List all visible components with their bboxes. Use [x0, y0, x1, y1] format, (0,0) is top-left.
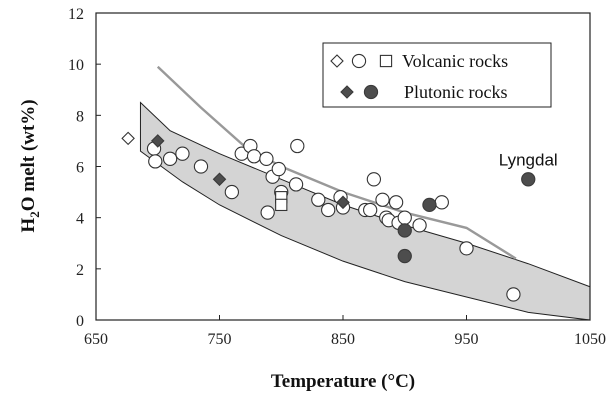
data-point-diamond-filled — [336, 195, 350, 210]
x-tick-label: 850 — [331, 331, 355, 348]
data-point-circle-open — [246, 149, 262, 164]
legend-markers-plutonic — [340, 84, 379, 100]
annotations: Lyngdal — [499, 150, 558, 169]
y-axis: 0 2 4 6 8 10 12 — [68, 6, 101, 330]
data-point-circle-open — [375, 192, 390, 207]
legend-label-plutonic: Plutonic rocks — [404, 82, 508, 102]
y-axis-title-subscript: 2 — [27, 211, 42, 218]
data-point-circle-open — [397, 210, 412, 225]
legend-marker-circle-filled — [363, 84, 379, 100]
data-point-circle-open — [388, 195, 404, 210]
data-point-circle-open — [412, 218, 427, 233]
data-point-diamond-filled — [150, 134, 165, 148]
series-diamond-filled — [150, 134, 350, 210]
data-point-circle-open — [366, 172, 382, 187]
trend-line — [156, 65, 517, 260]
y-axis-title-prefix: H — [18, 218, 39, 233]
x-tick-label: 1050 — [574, 331, 606, 348]
y-axis-title-suffix: O melt (wt%) — [18, 99, 39, 211]
data-point-circle-filled — [397, 223, 412, 238]
legend-marker-square-open — [379, 54, 393, 68]
data-point-circle-open — [193, 159, 209, 174]
annotation-label: Lyngdal — [499, 150, 558, 169]
x-axis: 650 750 850 950 1050 — [84, 315, 606, 348]
data-point-circle-open — [175, 146, 190, 161]
svg-text:H2O melt (wt%): H2O melt (wt%) — [18, 99, 42, 232]
data-point-circle-open — [271, 161, 286, 177]
legend-label-volcanic: Volcanic rocks — [402, 51, 508, 71]
legend-markers-volcanic — [330, 53, 393, 69]
data-point-circle-open — [288, 177, 304, 192]
series-circle-filled — [397, 172, 536, 264]
series-circle-open — [146, 138, 521, 302]
data-point-circle-open — [260, 205, 275, 220]
data-point-circle-open — [506, 287, 521, 302]
plot-content — [121, 65, 591, 321]
data-point-circle-open — [434, 195, 449, 210]
data-point-circle-open — [459, 241, 474, 256]
data-point-diamond-filled — [212, 172, 227, 187]
x-tick-label: 650 — [84, 331, 108, 348]
data-point-square-open — [275, 198, 288, 212]
data-point-circle-open — [290, 138, 305, 154]
x-tick-label: 750 — [208, 331, 232, 348]
y-tick-label: 2 — [76, 262, 84, 279]
data-point-circle-filled — [422, 197, 437, 213]
data-point-circle-open — [259, 151, 274, 166]
data-point-circle-open — [224, 184, 239, 200]
legend-marker-circle-open — [351, 53, 367, 69]
series-diamond-open — [121, 131, 135, 146]
series-square-open — [275, 191, 288, 212]
legend-box — [322, 42, 552, 108]
data-point-circle-open — [148, 154, 163, 169]
y-tick-label: 10 — [68, 57, 84, 74]
legend: Volcanic rocks Plutonic rocks — [322, 42, 552, 108]
y-axis-title: H2O melt (wt%) — [18, 99, 42, 232]
legend-marker-diamond-open — [330, 54, 344, 68]
data-point-circle-open — [363, 202, 378, 218]
y-tick-label: 12 — [68, 6, 84, 23]
data-point-circle-open — [321, 202, 336, 218]
x-axis-title: Temperature (°C) — [271, 371, 415, 392]
data-point-circle-open — [162, 151, 178, 166]
y-tick-label: 8 — [76, 108, 84, 125]
y-tick-label: 0 — [76, 313, 84, 330]
data-point-diamond-open — [121, 131, 135, 146]
y-tick-label: 6 — [76, 160, 84, 177]
data-point-circle-filled — [397, 248, 412, 264]
legend-marker-diamond-filled — [340, 85, 354, 99]
data-point-circle-filled — [521, 172, 536, 187]
data-point-circle-open — [311, 192, 326, 207]
x-tick-label: 950 — [455, 331, 479, 348]
y-tick-label: 4 — [76, 211, 84, 228]
